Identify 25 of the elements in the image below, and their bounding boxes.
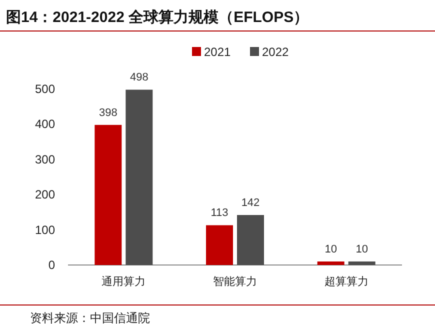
y-tick-label: 200 [34,188,56,202]
data-label: 142 [241,197,260,210]
y-tick-label: 500 [34,82,56,96]
chart-title: 图14：2021-2022 全球算力规模（EFLOPS） [6,9,309,26]
bar [206,225,233,265]
data-label: 498 [130,72,148,84]
data-label: 10 [324,243,337,256]
legend-label: 2022 [262,45,290,59]
bar [94,124,122,265]
x-tick-label: 智能算力 [213,275,257,288]
bar [126,90,153,265]
y-tick-label: 100 [34,222,56,237]
y-tick-label: 400 [34,117,56,132]
y-tick-label: 300 [34,152,56,166]
data-label: 398 [98,106,118,119]
y-tick-label: 0 [48,258,56,272]
data-label: 113 [210,207,228,220]
bar [348,261,376,265]
x-tick-label: 通用算力 [102,275,146,288]
data-label: 10 [356,243,368,256]
bar [237,215,264,265]
bar [317,261,344,265]
text: 资料来源：中国信通院 [30,311,150,324]
x-tick-label: 超算算力 [324,275,368,288]
legend-label: 2021 [204,45,232,59]
